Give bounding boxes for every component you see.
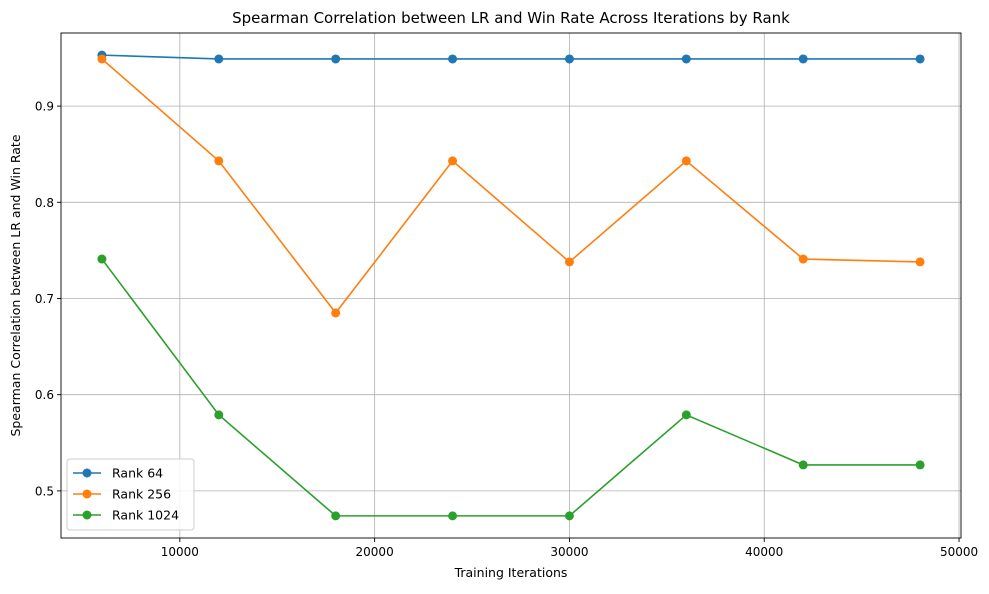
data-point <box>681 410 691 420</box>
legend-label: Rank 1024 <box>112 508 179 523</box>
data-point <box>214 156 224 166</box>
legend-marker <box>82 489 92 499</box>
data-point <box>331 511 341 521</box>
data-point <box>798 54 808 64</box>
legend-marker <box>82 510 92 520</box>
x-tick-label: 10000 <box>161 545 199 559</box>
x-axis-label: Training Iterations <box>454 565 568 580</box>
chart-title: Spearman Correlation between LR and Win … <box>232 9 790 27</box>
y-tick-label: 0.6 <box>35 388 54 402</box>
data-point <box>214 54 224 64</box>
y-tick-label: 0.7 <box>35 292 54 306</box>
legend-item: Rank 64 <box>73 466 163 481</box>
series-rank-1024 <box>97 254 925 521</box>
y-tick-label: 0.9 <box>35 100 54 114</box>
data-point <box>97 54 107 64</box>
data-point <box>915 54 925 64</box>
series-line <box>101 58 921 315</box>
data-point <box>915 460 925 470</box>
y-axis-ticks: 0.5 0.6 0.7 0.8 0.9 <box>35 100 61 498</box>
data-point <box>331 54 341 64</box>
legend-item: Rank 1024 <box>73 508 179 523</box>
series-line <box>101 258 921 517</box>
y-tick-label: 0.8 <box>35 196 54 210</box>
legend-box <box>66 458 195 531</box>
x-tick-label: 20000 <box>356 545 394 559</box>
legend-label: Rank 256 <box>112 487 171 502</box>
x-tick-label: 30000 <box>550 545 588 559</box>
data-point <box>214 410 224 420</box>
x-tick-label: 40000 <box>745 545 783 559</box>
data-point <box>448 511 458 521</box>
legend-marker <box>82 468 92 478</box>
data-point <box>681 156 691 166</box>
series-layer <box>97 50 925 521</box>
plot-area-frame <box>60 32 962 539</box>
data-point <box>798 254 808 264</box>
data-point <box>331 308 341 318</box>
data-point <box>915 257 925 267</box>
legend-label: Rank 64 <box>112 466 163 481</box>
data-point <box>798 460 808 470</box>
series-line <box>101 54 921 60</box>
data-point <box>448 156 458 166</box>
legend-item: Rank 256 <box>73 487 171 502</box>
data-point <box>681 54 691 64</box>
data-point <box>564 54 574 64</box>
series-rank-64 <box>97 50 925 64</box>
y-tick-label: 0.5 <box>35 484 54 498</box>
grid-lines <box>61 33 961 538</box>
y-axis-label: Spearman Correlation between LR and Win … <box>8 134 23 436</box>
legend: Rank 64 Rank 256 Rank 1024 <box>66 458 195 531</box>
x-axis-ticks: 10000 20000 30000 40000 50000 <box>161 538 978 559</box>
data-point <box>564 511 574 521</box>
data-point <box>448 54 458 64</box>
data-point <box>564 257 574 267</box>
data-point <box>97 254 107 264</box>
series-rank-256 <box>97 54 925 318</box>
x-tick-label: 50000 <box>940 545 978 559</box>
